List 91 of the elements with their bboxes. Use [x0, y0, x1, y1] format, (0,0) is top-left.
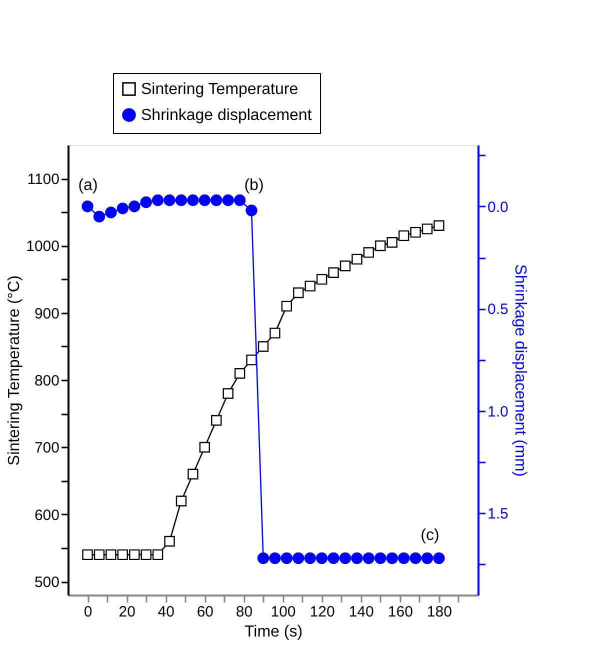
y2-tick-label: 0.5 [488, 301, 508, 318]
legend-label: Shrinkage displacement [141, 107, 312, 124]
point [434, 220, 444, 231]
point [187, 194, 199, 206]
y2-tick-label: 1.0 [488, 403, 508, 420]
x-tick-label: 20 [118, 604, 136, 620]
x-tick-label: 120 [310, 604, 335, 620]
x-tick-label: 60 [196, 604, 214, 620]
point [386, 237, 398, 248]
x-tick-label: 160 [388, 604, 413, 620]
point [175, 194, 188, 206]
point [82, 200, 94, 212]
point [222, 194, 234, 206]
point [105, 206, 117, 218]
point [211, 415, 222, 426]
point [246, 204, 258, 216]
point [117, 549, 128, 560]
y2-axis-title: Shrinkage displacement (mm) [511, 264, 528, 477]
y-tick-label: 700 [34, 440, 60, 457]
point [258, 341, 269, 352]
point [363, 247, 374, 258]
point [374, 552, 386, 564]
x-tick-label: 140 [348, 604, 374, 620]
point [246, 354, 257, 366]
x-axis-title: Time (s) [244, 624, 303, 640]
point [270, 328, 280, 338]
point [281, 300, 292, 312]
point [234, 194, 246, 206]
point [93, 210, 106, 222]
point [339, 552, 352, 564]
point [82, 549, 93, 560]
point [176, 496, 187, 506]
point [304, 280, 316, 292]
x-tick-label: 100 [270, 604, 296, 620]
point [164, 536, 175, 547]
point [164, 194, 176, 206]
y-tick-label: 1100 [27, 171, 60, 188]
x-tick-label: 0 [84, 604, 92, 620]
point [222, 388, 234, 399]
point [129, 549, 140, 560]
point [140, 196, 152, 208]
y2-tick-label: 1.5 [488, 506, 508, 523]
y-tick-label: 900 [34, 305, 60, 322]
legend-label: Sintering Temperature [141, 81, 298, 98]
point [116, 202, 129, 214]
point [140, 549, 152, 560]
y-tick-label: 600 [34, 506, 60, 524]
point [328, 552, 340, 564]
point [304, 552, 316, 564]
point [340, 260, 351, 272]
point [328, 267, 339, 278]
point [410, 552, 422, 564]
point [422, 224, 433, 234]
point [198, 194, 211, 206]
y-axis-title: Sintering Temperature (°C) [6, 275, 24, 466]
y2-tick-label: 0.0 [488, 198, 508, 216]
point [106, 549, 116, 560]
point [316, 274, 328, 285]
x-tick-label: 80 [236, 604, 253, 620]
point [188, 468, 198, 480]
point [362, 552, 375, 564]
annotation: (c) [420, 527, 440, 544]
point [433, 552, 445, 564]
point [375, 240, 386, 252]
point [292, 552, 304, 564]
point [234, 368, 246, 379]
point [257, 552, 270, 564]
point [421, 552, 434, 564]
point [316, 552, 328, 564]
point [351, 552, 363, 564]
point [280, 552, 293, 564]
point [152, 549, 164, 560]
y-tick-label: 1000 [26, 238, 60, 256]
point [199, 442, 210, 453]
point [386, 552, 398, 564]
annotation: (b) [244, 177, 264, 194]
x-tick-label: 180 [426, 604, 452, 620]
point [410, 226, 421, 238]
y-tick-label: 500 [34, 574, 60, 592]
point [352, 254, 362, 265]
x-tick-label: 40 [158, 604, 174, 620]
annotation: (a) [78, 177, 98, 194]
point [398, 230, 410, 242]
point [152, 194, 164, 206]
point [398, 552, 410, 564]
point [210, 194, 222, 206]
y-tick-label: 800 [34, 372, 60, 390]
point [269, 552, 281, 564]
point [293, 287, 304, 298]
point [94, 549, 105, 560]
point [128, 200, 140, 212]
